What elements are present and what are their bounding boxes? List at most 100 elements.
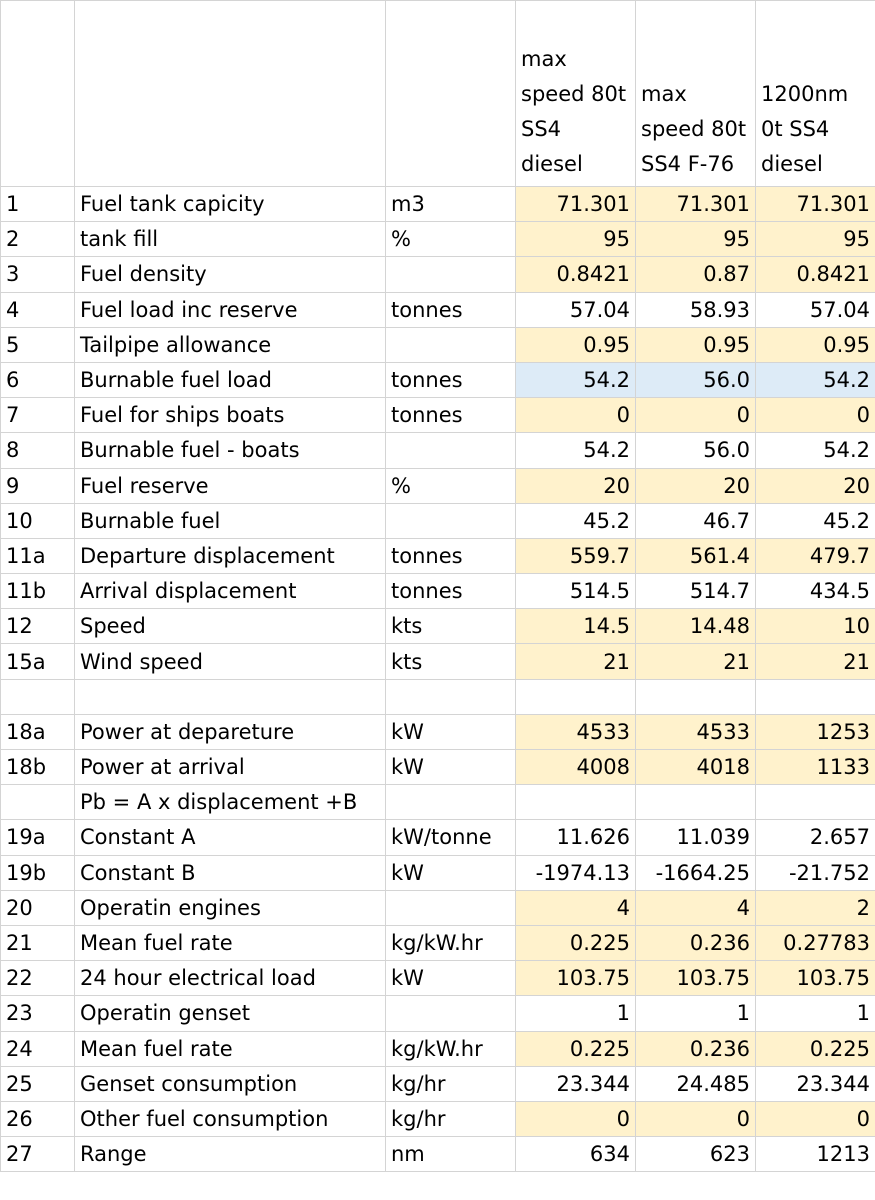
value-cell[interactable]: 434.5 [755, 573, 875, 610]
row-label-cell[interactable]: Operatin engines [74, 889, 386, 926]
value-cell[interactable]: 46.7 [635, 502, 756, 539]
value-cell[interactable]: 54.2 [755, 432, 875, 469]
row-unit-cell[interactable]: tonnes [385, 537, 516, 575]
header-cell-num[interactable] [0, 0, 75, 187]
column-header-1[interactable]: max speed 80t SS4 diesel [515, 0, 636, 187]
row-unit-cell[interactable] [385, 256, 516, 293]
row-unit-cell[interactable] [385, 432, 516, 469]
row-unit-cell[interactable] [385, 784, 516, 821]
value-cell[interactable]: 21 [515, 643, 636, 680]
value-cell[interactable]: 58.93 [635, 291, 756, 328]
row-unit-cell[interactable]: kW [385, 960, 516, 997]
row-number-cell[interactable]: 19a [0, 819, 75, 856]
row-unit-cell[interactable]: kg/kW.hr [385, 924, 516, 962]
row-unit-cell[interactable]: kg/hr [385, 1065, 516, 1102]
row-unit-cell[interactable]: kg/kW.hr [385, 1030, 516, 1067]
value-cell[interactable]: 2 [755, 889, 875, 926]
row-label-cell[interactable]: Arrival displacement [74, 573, 386, 610]
value-cell[interactable]: 1253 [755, 713, 875, 751]
row-unit-cell[interactable]: tonnes [385, 573, 516, 610]
value-cell[interactable]: 23.344 [515, 1065, 636, 1102]
row-label-cell[interactable]: Range [74, 1136, 386, 1173]
row-label-cell[interactable]: Speed [74, 608, 386, 645]
value-cell[interactable]: 1 [755, 995, 875, 1032]
value-cell[interactable]: 20 [635, 467, 756, 504]
row-label-cell[interactable]: Operatin genset [74, 995, 386, 1032]
value-cell[interactable]: 14.48 [635, 608, 756, 645]
value-cell[interactable]: 20 [515, 467, 636, 504]
row-number-cell[interactable]: 11a [0, 537, 75, 575]
row-number-cell[interactable]: 9 [0, 467, 75, 504]
value-cell[interactable]: 0.8421 [755, 256, 875, 293]
row-unit-cell[interactable]: kW [385, 748, 516, 786]
value-cell[interactable]: 0.27783 [755, 924, 875, 962]
value-cell[interactable]: 0.236 [635, 1030, 756, 1067]
value-cell[interactable]: 514.5 [515, 573, 636, 610]
row-number-cell[interactable]: 12 [0, 608, 75, 645]
row-label-cell[interactable]: Burnable fuel - boats [74, 432, 386, 469]
value-cell[interactable]: 103.75 [635, 960, 756, 997]
row-number-cell[interactable]: 25 [0, 1065, 75, 1102]
value-cell[interactable]: 54.2 [755, 361, 875, 399]
row-label-cell[interactable]: Fuel density [74, 256, 386, 293]
row-label-cell[interactable]: Constant A [74, 819, 386, 856]
value-cell[interactable] [515, 678, 636, 715]
row-number-cell[interactable]: 10 [0, 502, 75, 539]
row-number-cell[interactable]: 7 [0, 397, 75, 434]
column-header-3[interactable]: 1200nm 0t SS4 diesel [755, 0, 875, 187]
value-cell[interactable]: 57.04 [515, 291, 636, 328]
row-label-cell[interactable]: Tailpipe allowance [74, 326, 386, 363]
row-unit-cell[interactable]: kW [385, 854, 516, 891]
value-cell[interactable]: 0 [635, 397, 756, 434]
row-unit-cell[interactable] [385, 502, 516, 539]
value-cell[interactable] [755, 784, 875, 821]
value-cell[interactable]: 561.4 [635, 537, 756, 575]
row-unit-cell[interactable] [385, 995, 516, 1032]
row-number-cell[interactable]: 8 [0, 432, 75, 469]
value-cell[interactable]: 54.2 [515, 432, 636, 469]
row-label-cell[interactable]: Pb = A x displacement +B [74, 784, 386, 821]
row-unit-cell[interactable]: tonnes [385, 291, 516, 328]
row-number-cell[interactable]: 20 [0, 889, 75, 926]
value-cell[interactable]: 4008 [515, 748, 636, 786]
header-cell-label[interactable] [74, 0, 386, 187]
row-label-cell[interactable]: 24 hour electrical load [74, 960, 386, 997]
row-label-cell[interactable]: Departure displacement [74, 537, 386, 575]
row-number-cell[interactable]: 26 [0, 1100, 75, 1138]
value-cell[interactable]: 4533 [635, 713, 756, 751]
value-cell[interactable]: 57.04 [755, 291, 875, 328]
value-cell[interactable]: 0 [515, 397, 636, 434]
value-cell[interactable]: 0 [755, 1100, 875, 1138]
value-cell[interactable]: 0.225 [515, 924, 636, 962]
value-cell[interactable]: 20 [755, 467, 875, 504]
value-cell[interactable]: 2.657 [755, 819, 875, 856]
header-cell-unit[interactable] [385, 0, 516, 187]
value-cell[interactable]: 0.225 [755, 1030, 875, 1067]
row-unit-cell[interactable]: kts [385, 643, 516, 680]
value-cell[interactable]: 23.344 [755, 1065, 875, 1102]
value-cell[interactable]: 559.7 [515, 537, 636, 575]
row-label-cell[interactable]: Constant B [74, 854, 386, 891]
row-number-cell[interactable]: 24 [0, 1030, 75, 1067]
value-cell[interactable]: 0 [515, 1100, 636, 1138]
row-number-cell[interactable]: 5 [0, 326, 75, 363]
row-number-cell[interactable]: 22 [0, 960, 75, 997]
row-unit-cell[interactable] [385, 678, 516, 715]
value-cell[interactable]: 21 [755, 643, 875, 680]
row-number-cell[interactable] [0, 784, 75, 821]
row-unit-cell[interactable] [385, 889, 516, 926]
row-unit-cell[interactable]: tonnes [385, 361, 516, 399]
value-cell[interactable]: 56.0 [635, 361, 756, 399]
value-cell[interactable]: 103.75 [755, 960, 875, 997]
row-label-cell[interactable]: Other fuel consumption [74, 1100, 386, 1138]
column-header-2[interactable]: max speed 80t SS4 F-76 [635, 0, 756, 187]
row-number-cell[interactable]: 23 [0, 995, 75, 1032]
value-cell[interactable]: 0.95 [755, 326, 875, 363]
row-label-cell[interactable]: Fuel load inc reserve [74, 291, 386, 328]
value-cell[interactable]: 71.301 [515, 185, 636, 223]
value-cell[interactable]: 634 [515, 1136, 636, 1173]
row-unit-cell[interactable] [385, 326, 516, 363]
value-cell[interactable]: 71.301 [755, 185, 875, 223]
value-cell[interactable]: 1 [635, 995, 756, 1032]
row-unit-cell[interactable]: kg/hr [385, 1100, 516, 1138]
